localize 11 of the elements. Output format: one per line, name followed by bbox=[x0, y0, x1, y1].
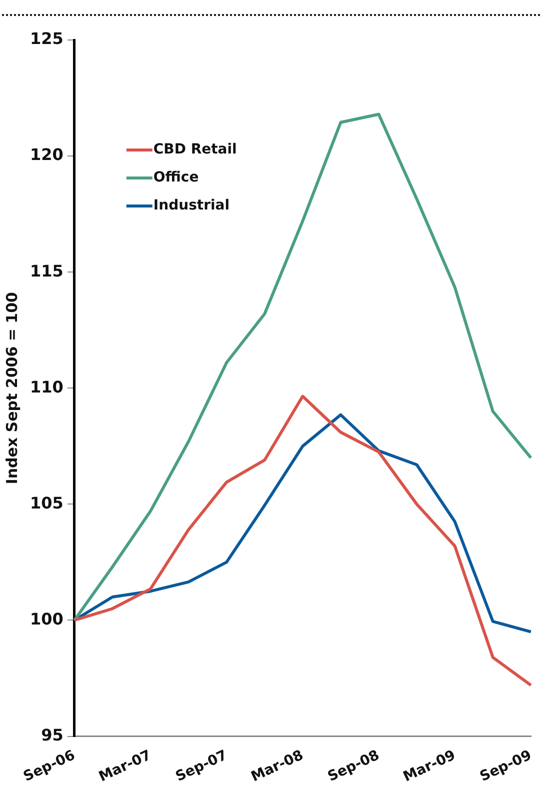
y-axis-title: Index Sept 2006 = 100 bbox=[2, 292, 21, 484]
y-tick-label: 125 bbox=[30, 29, 64, 48]
legend-label: Office bbox=[153, 170, 199, 186]
y-tick-label: 120 bbox=[30, 145, 64, 164]
y-tick-label: 110 bbox=[30, 377, 64, 396]
y-tick-label: 100 bbox=[30, 609, 64, 628]
y-tick-label: 115 bbox=[30, 261, 64, 280]
y-tick-label: 105 bbox=[30, 493, 64, 512]
legend-label: CBD Retail bbox=[153, 142, 237, 158]
y-tick-label: 95 bbox=[41, 725, 64, 744]
legend-label: Industrial bbox=[153, 198, 230, 214]
